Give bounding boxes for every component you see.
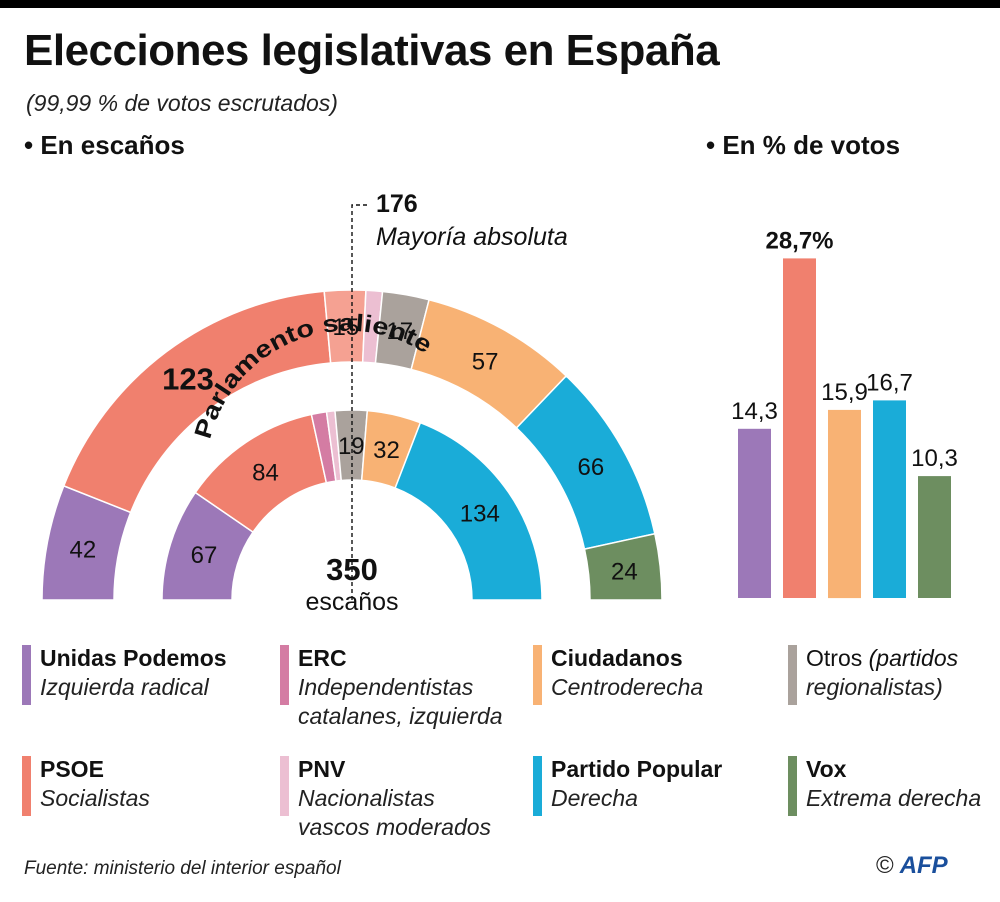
total-seats-label: escaños xyxy=(305,588,398,616)
page-subtitle: (99,99 % de votos escrutados) xyxy=(26,90,338,116)
legend-name: Vox xyxy=(806,756,847,782)
seat-label-current-vox: 24 xyxy=(611,559,638,586)
seat-label-outgoing-partido-popular: 134 xyxy=(460,500,500,527)
legend-item-vox: Vox Extrema derecha xyxy=(788,756,1000,846)
copyright-symbol: © xyxy=(876,852,894,879)
top-rule xyxy=(0,0,1000,8)
legend-swatch xyxy=(22,645,31,705)
legend-item-psoe: PSOE Socialistas xyxy=(22,756,257,846)
page-title: Elecciones legislativas en España xyxy=(24,26,720,75)
vote-value-label-vox: 10,3 xyxy=(911,445,958,472)
legend-name: PNV xyxy=(298,756,346,782)
majority-line xyxy=(351,204,368,600)
legend-description: Extrema derecha xyxy=(806,785,982,811)
vote-bar-ciudadanos xyxy=(828,409,861,599)
seat-label-outgoing-psoe: 84 xyxy=(252,459,279,486)
agency-credit: © AFP xyxy=(876,852,948,880)
legend-item-otros: Otros (partidos regionalistas) xyxy=(788,645,1000,735)
legend-swatch xyxy=(280,645,289,705)
legend-swatch xyxy=(788,756,797,816)
legend-name: Ciudadanos xyxy=(551,645,683,671)
legend-name-text: Otros xyxy=(806,645,869,671)
vote-bar-psoe xyxy=(783,258,816,598)
legend-description: Independentistas catalanes, izquierda xyxy=(298,674,503,729)
legend-name: ERC xyxy=(298,645,347,671)
legend-swatch xyxy=(533,645,542,705)
seat-label-current-unidas-podemos: 42 xyxy=(70,537,97,564)
seat-segment-outgoing-partido-popular xyxy=(394,421,543,601)
seats-section-heading: • En escaños xyxy=(24,130,185,160)
legend-item-ciudadanos: Ciudadanos Centroderecha xyxy=(533,645,768,735)
source-note: Fuente: ministerio del interior español xyxy=(24,858,341,879)
majority-value: 176 xyxy=(376,190,418,218)
legend-name: Partido Popular xyxy=(551,756,723,782)
legend-swatch xyxy=(280,756,289,816)
legend-item-partido-popular: Partido Popular Derecha xyxy=(533,756,768,846)
seat-label-current-erc: 15 xyxy=(333,314,360,341)
vote-value-label-partido-popular: 16,7 xyxy=(866,369,913,396)
seat-label-current-otros: 17 xyxy=(386,318,413,345)
legend-description: Derecha xyxy=(551,785,638,811)
vote-bar-partido-popular xyxy=(873,400,906,598)
seat-label-current-partido-popular: 66 xyxy=(578,454,605,481)
vote-value-label-psoe: 28,7% xyxy=(765,227,833,254)
legend-swatch xyxy=(533,756,542,816)
seat-segment-current-vox xyxy=(583,532,663,601)
seat-label-outgoing-unidas-podemos: 67 xyxy=(191,542,218,569)
legend-description: Izquierda radical xyxy=(40,674,209,700)
legend-name: Otros (partidos xyxy=(806,645,958,672)
legend-description: Centroderecha xyxy=(551,674,704,700)
legend-description: Socialistas xyxy=(40,785,150,811)
legend-item-erc: ERC Independentistas catalanes, izquierda xyxy=(280,645,515,735)
seat-label-current-ciudadanos: 57 xyxy=(472,349,499,376)
majority-label: Mayoría absoluta xyxy=(376,223,568,251)
legend-item-unidas-podemos: Unidas Podemos Izquierda radical xyxy=(22,645,257,735)
legend-name-suffix: (partidos xyxy=(868,645,959,671)
afp-logo: AFP xyxy=(899,852,948,879)
legend-name: Unidas Podemos xyxy=(40,645,227,671)
legend-name: PSOE xyxy=(40,756,104,782)
vote-bar-unidas-podemos xyxy=(738,428,771,598)
seat-label-outgoing-ciudadanos: 32 xyxy=(373,437,400,464)
legend-description: Nacionalistas vascos moderados xyxy=(298,785,492,840)
vote-value-label-unidas-podemos: 14,3 xyxy=(731,398,778,425)
legend-description: regionalistas) xyxy=(806,674,943,700)
legend-item-pnv: PNV Nacionalistas vascos moderados xyxy=(280,756,515,846)
seat-label-current-psoe: 123 xyxy=(162,362,214,397)
vote-bar-vox xyxy=(918,476,951,598)
legend-swatch xyxy=(22,756,31,816)
total-seats-value: 350 xyxy=(326,552,378,587)
votes-section-heading: • En % de votos xyxy=(706,130,901,160)
legend-swatch xyxy=(788,645,797,705)
vote-value-label-ciudadanos: 15,9 xyxy=(821,379,868,406)
